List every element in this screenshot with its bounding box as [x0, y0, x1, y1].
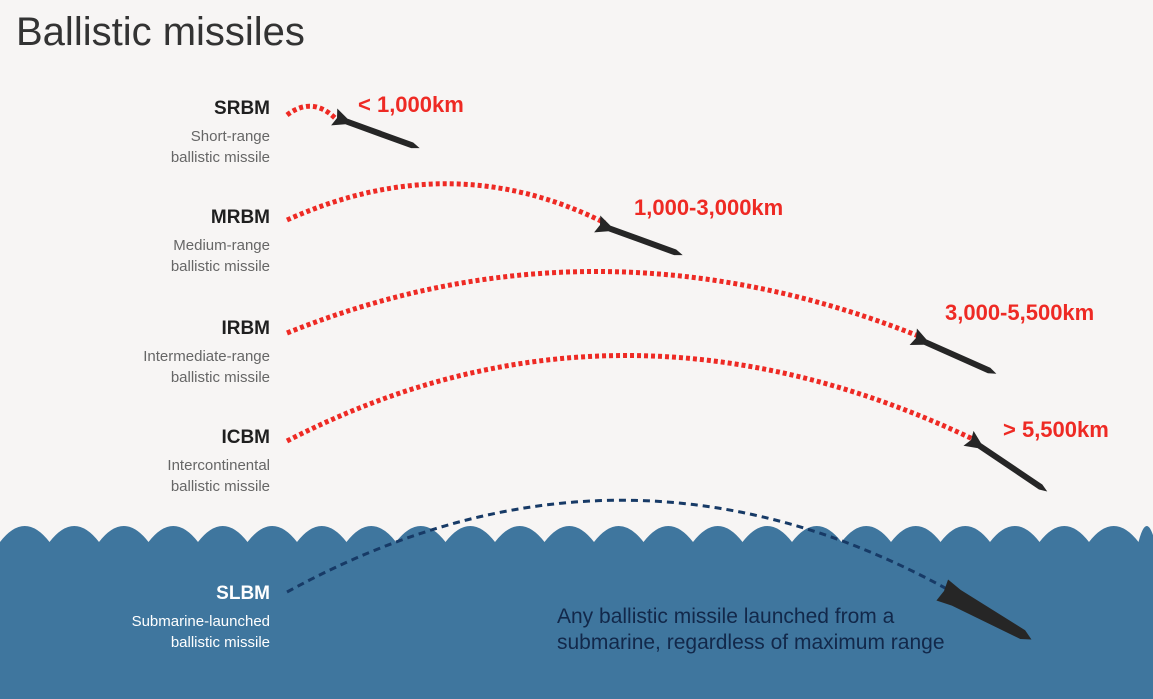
missile-desc: Medium-range ballistic missile [170, 237, 270, 275]
missile-icon [909, 328, 997, 374]
label-srbm: SRBM Short-range ballistic missile [0, 98, 270, 168]
sea [0, 526, 1153, 699]
slbm-note: Any ballistic missile launched from a su… [557, 605, 945, 654]
range-icbm: > 5,500km [1003, 417, 1109, 442]
missile-desc: Intermediate-range ballistic missile [143, 348, 270, 386]
missile-icon [331, 108, 420, 149]
missile-icon [963, 430, 1048, 492]
label-mrbm: MRBM Medium-range ballistic missile [0, 207, 270, 277]
label-slbm: SLBM Submarine-launched ballistic missil… [0, 583, 270, 653]
missile-abbr: IRBM [221, 318, 270, 339]
missile-icon [594, 215, 683, 256]
range-srbm: < 1,000km [358, 92, 464, 117]
missile-desc: Intercontinental ballistic missile [167, 457, 270, 495]
label-icbm: ICBM Intercontinental ballistic missile [0, 427, 270, 497]
page-title: Ballistic missiles [16, 10, 305, 54]
trajectory-slbm [286, 498, 948, 594]
missile-desc: Submarine-launched ballistic missile [131, 613, 270, 651]
trajectory-irbm [286, 269, 922, 340]
trajectory-icbm [285, 353, 979, 444]
missile-desc: Short-range ballistic missile [170, 128, 270, 166]
missile-abbr: MRBM [210, 207, 270, 228]
missile-abbr: SRBM [214, 98, 270, 119]
trajectory-srbm [285, 103, 337, 120]
missile-abbr: ICBM [221, 427, 270, 448]
missile-icon [936, 579, 1032, 640]
missile-abbr: SLBM [216, 583, 270, 604]
range-mrbm: 1,000-3,000km [634, 195, 784, 220]
range-irbm: 3,000-5,500km [945, 300, 1095, 325]
trajectory-mrbm [285, 181, 607, 226]
label-irbm: IRBM Intermediate-range ballistic missil… [0, 318, 270, 388]
